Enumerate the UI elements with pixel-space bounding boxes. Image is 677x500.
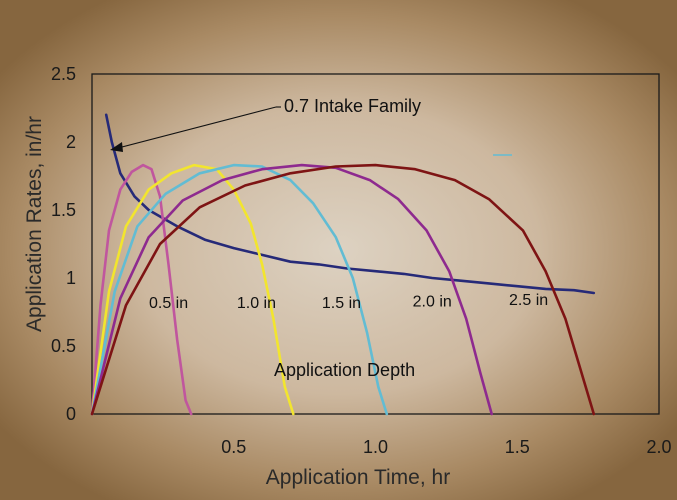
y-tick-label: 2 — [66, 132, 76, 152]
y-tick-label: 0.5 — [51, 336, 76, 356]
x-tick-labels: 0.5 1.0 1.5 2.0 — [221, 437, 671, 457]
series-line-2-5-in — [90, 163, 596, 416]
series-line-1-0-in — [90, 163, 295, 416]
series-lines — [90, 113, 596, 416]
depth-label: 0.5 in — [149, 295, 188, 312]
x-tick-label: 1.0 — [363, 437, 388, 457]
series-line-0-5-in — [90, 163, 193, 416]
application-depth-label: Application Depth — [274, 360, 415, 380]
y-tick-label: 0 — [66, 404, 76, 424]
x-axis-title: Application Time, hr — [266, 466, 450, 489]
intake-family-label: 0.7 Intake Family — [284, 96, 421, 116]
depth-label: 1.0 in — [237, 295, 276, 312]
annotation-arrow — [117, 106, 277, 149]
y-tick-label: 1.5 — [51, 200, 76, 220]
x-tick-label: 2.0 — [646, 437, 671, 457]
plot-area — [91, 73, 660, 415]
depth-label: 2.5 in — [509, 292, 548, 309]
depth-labels: 0.5 in 1.0 in 1.5 in 2.0 in 2.5 in — [149, 292, 548, 312]
y-tick-label: 2.5 — [51, 64, 76, 84]
x-tick-label: 0.5 — [221, 437, 246, 457]
series-line-0-7-intake-family — [104, 113, 596, 295]
depth-label: 2.0 in — [413, 294, 452, 311]
y-axis-title: Application Rates, in/hr — [23, 116, 46, 332]
depth-label: 1.5 in — [322, 295, 361, 312]
series-line-1-5-in — [90, 163, 389, 416]
annotation-arrowhead — [110, 142, 123, 152]
y-tick-labels: 0 0.5 1 1.5 2 2.5 — [51, 64, 76, 424]
y-tick-label: 1 — [66, 268, 76, 288]
x-tick-label: 1.5 — [505, 437, 530, 457]
